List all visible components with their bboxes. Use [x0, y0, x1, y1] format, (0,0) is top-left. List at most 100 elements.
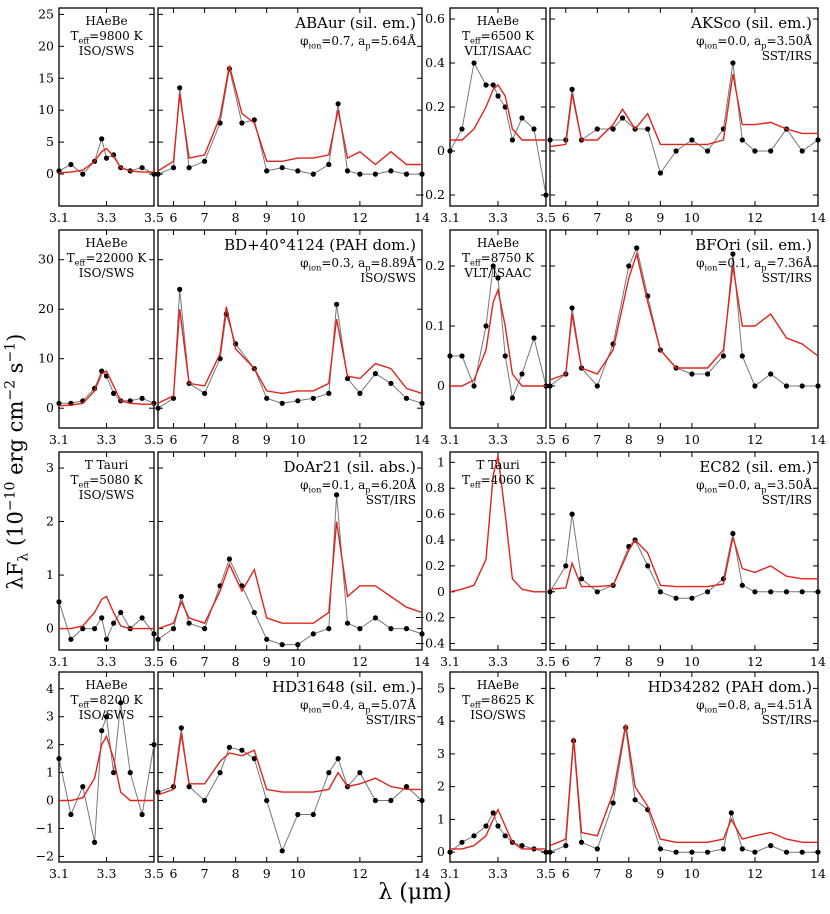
long-observed-point	[335, 756, 341, 762]
x-tick-label: 8	[625, 210, 633, 225]
x-tick-label: 3.1	[49, 432, 69, 447]
short-observed-point	[495, 275, 501, 281]
short-observed-point	[531, 335, 537, 341]
x-tick-label: 9	[656, 210, 664, 225]
short-observed-point	[502, 353, 508, 359]
x-tick-label: 8	[625, 432, 633, 447]
long-model-line	[549, 724, 818, 847]
short-observed-point	[483, 323, 489, 329]
short-observed-point	[111, 152, 117, 158]
x-tick-label: 10	[290, 654, 306, 669]
long-observed-point	[730, 251, 736, 257]
short-model-line	[58, 147, 154, 174]
long-observed-point	[344, 168, 351, 174]
x-tick-label: 7	[593, 866, 601, 881]
long-observed-point	[403, 626, 410, 632]
x-tick-label: 7	[201, 210, 209, 225]
panel-annotation: φion=0.8, ap=4.51Å	[696, 697, 812, 715]
x-tick-label: 7	[593, 654, 601, 669]
short-observed-point	[99, 728, 105, 734]
x-tick-label: 3.1	[440, 210, 460, 225]
long-observed-point	[752, 849, 758, 855]
long-observed-point	[310, 631, 316, 637]
long-observed-point	[388, 626, 394, 632]
long-observed-point	[720, 846, 727, 852]
short-observed-point	[68, 636, 74, 642]
short-observed-point	[447, 353, 453, 359]
long-observed-point	[547, 383, 553, 389]
panel-annotation: φion=0.1, ap=6.20Å	[300, 477, 416, 495]
long-observed-line	[157, 289, 423, 409]
long-observed-point	[334, 492, 340, 498]
y-tick-label: 0.2	[425, 258, 445, 273]
short-observed-point	[509, 395, 515, 401]
panel-left-label: Teff=4060 K	[462, 473, 535, 490]
y-tick-label: 4	[46, 681, 54, 696]
short-observed-point	[447, 148, 453, 154]
panel-left-label: VLT/ISAAC	[463, 44, 531, 58]
long-observed-point	[657, 846, 664, 852]
x-tick-label: 9	[263, 654, 271, 669]
panel-annotation: SST/IRS	[762, 271, 812, 285]
long-observed-point	[155, 405, 161, 411]
long-observed-point	[569, 511, 575, 517]
long-observed-point	[799, 849, 805, 855]
short-observed-point	[519, 843, 525, 849]
long-observed-point	[264, 168, 270, 174]
short-observed-point	[118, 700, 124, 706]
long-observed-point	[279, 642, 285, 648]
y-tick-label: 15	[38, 70, 54, 85]
x-tick-label: 10	[290, 866, 306, 881]
y-tick-label: 0.6	[425, 11, 445, 26]
short-observed-point	[80, 171, 86, 177]
long-observed-point	[326, 626, 332, 632]
y-tick-label: 25	[38, 6, 54, 21]
panel-annotation: ISO/SWS	[360, 271, 416, 285]
x-tick-label: 8	[625, 866, 633, 881]
short-model-line	[450, 287, 546, 387]
x-tick-label: 12	[352, 866, 368, 881]
short-observed-point	[519, 371, 525, 377]
panel-left-label: HAeBe	[85, 678, 127, 692]
short-observed-point	[490, 263, 496, 269]
long-model-line	[549, 251, 819, 381]
short-model-line	[58, 370, 154, 407]
short-observed-point	[80, 626, 86, 632]
short-observed-point	[495, 93, 501, 99]
short-observed-point	[56, 400, 62, 406]
long-observed-point	[419, 171, 425, 177]
short-observed-point	[151, 400, 157, 406]
long-observed-point	[768, 148, 774, 154]
long-observed-point	[768, 371, 774, 377]
long-observed-point	[357, 626, 363, 632]
y-tick-label: 2	[46, 514, 54, 529]
long-observed-point	[815, 849, 821, 855]
long-observed-point	[177, 286, 183, 292]
y-tick-label: 0	[46, 400, 54, 415]
x-tick-label: 12	[747, 654, 763, 669]
long-observed-point	[689, 849, 695, 855]
long-observed-point	[578, 839, 585, 845]
x-tick-label: 3.1	[440, 654, 460, 669]
y-tick-label: 5	[46, 134, 54, 149]
panel-left-label: T Tauri	[85, 458, 129, 472]
x-tick-label: 6	[562, 432, 570, 447]
long-observed-point	[310, 171, 316, 177]
y-tick-label: 0	[46, 793, 54, 808]
panel-annotation: φion=0.0, ap=3.50Å	[696, 33, 812, 51]
long-model-line	[157, 521, 423, 630]
y-tick-label: 1	[437, 811, 445, 826]
x-tick-label: 3.1	[49, 210, 69, 225]
panel-left-label: HAeBe	[477, 14, 519, 28]
long-observed-point	[547, 849, 553, 855]
x-tick-label: 9	[263, 210, 271, 225]
x-tick-label: 3.3	[488, 432, 508, 447]
long-observed-point	[202, 390, 208, 396]
long-observed-point	[372, 171, 378, 177]
long-observed-line	[550, 62, 819, 175]
x-tick-label: 3.5	[144, 654, 164, 669]
long-observed-point	[705, 148, 711, 154]
long-axes-frame	[157, 451, 423, 651]
panel-left-label: Teff=8200 K	[70, 693, 143, 710]
